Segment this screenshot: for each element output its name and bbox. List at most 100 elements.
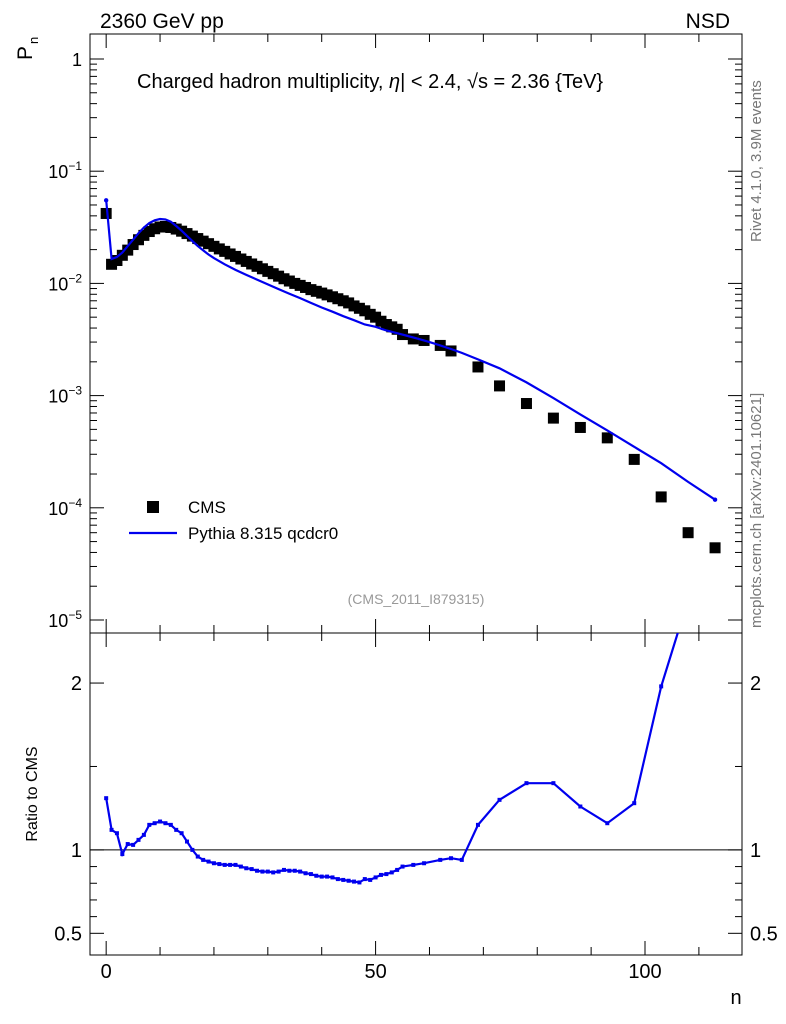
ratio-ytick-label-left: 0.5 (54, 923, 82, 945)
ratio-point (378, 872, 383, 877)
ratio-point (131, 842, 136, 847)
ratio-point (411, 862, 416, 867)
ratio-point (228, 862, 233, 867)
ratio-point (271, 870, 276, 875)
ratio-point (184, 839, 189, 844)
ratio-point (319, 874, 324, 879)
cms-data-point (547, 412, 559, 424)
cms-data-point (445, 345, 457, 357)
ratio-point (686, 598, 690, 602)
title-cut: | < 2.4, (400, 71, 467, 93)
ratio-point (104, 796, 109, 801)
main-axis-ticks (90, 34, 742, 633)
ratio-point (255, 868, 260, 873)
legend-cms-label: CMS (188, 498, 226, 517)
pythia-point (712, 497, 718, 502)
ratio-tick-labels: 0.5 0.5 1 1 2 2 (54, 673, 778, 945)
ratio-point (325, 874, 330, 879)
ratio-point (292, 868, 297, 873)
ratio-point (244, 866, 249, 871)
cms-data-point (628, 453, 640, 465)
ratio-point (168, 822, 173, 827)
ratio-point (389, 870, 394, 875)
ratio-point (195, 854, 200, 859)
ratio-point (357, 880, 362, 885)
ratio-point (260, 869, 265, 874)
ratio-point (233, 862, 238, 867)
ratio-point (109, 827, 114, 832)
ratio-point (400, 864, 405, 869)
ratio-ylabel: Ratio to CMS (24, 746, 41, 841)
ratio-ytick-label-left: 2 (71, 673, 82, 695)
ratio-point (163, 821, 168, 826)
ratio-point (497, 797, 502, 802)
ratio-point (314, 873, 319, 878)
ratio-point (659, 684, 664, 689)
ratio-point (147, 822, 152, 827)
header-right: NSD (686, 10, 730, 33)
ratio-point (125, 842, 130, 847)
cms-data-point (520, 398, 532, 410)
ratio-point (335, 877, 340, 882)
x-tick-label: 0 (101, 961, 112, 983)
ratio-point (211, 861, 216, 866)
x-tick-labels: 0 50 100 (101, 961, 662, 983)
legend: CMS Pythia 8.315 qcdcr0 (129, 498, 338, 543)
ratio-point (524, 781, 529, 786)
legend-cms-marker (147, 501, 159, 513)
cms-data-point (100, 207, 112, 219)
cms-data-point (494, 380, 506, 392)
ratio-axis-ticks (90, 633, 742, 955)
ratio-line (105, 633, 679, 884)
ratio-point (249, 867, 254, 872)
ratio-series-layer (104, 598, 690, 885)
rivet-label: Rivet 4.1.0, 3.9M events (748, 80, 765, 242)
ratio-point (551, 781, 556, 786)
x-axis-label: n (730, 987, 741, 1009)
ytick-label-0: 1 (72, 50, 82, 70)
ytick-label-5: 10−5 (48, 608, 82, 631)
ratio-point (114, 831, 119, 836)
ratio-point (395, 867, 400, 872)
cms-data-point (472, 361, 484, 373)
x-tick-label: 50 (364, 961, 386, 983)
x-tick-label: 100 (628, 961, 661, 983)
main-series-layer (100, 198, 721, 554)
cms-data-point (574, 421, 586, 433)
ratio-point (136, 837, 141, 842)
ratio-point (373, 875, 378, 880)
ratio-point (578, 804, 583, 809)
ratio-point (438, 857, 443, 862)
plot-title: Charged hadron multiplicity, η| < 2.4, √… (137, 71, 603, 93)
ratio-point (281, 867, 286, 872)
ratio-point (303, 871, 308, 876)
title-main: Charged hadron multiplicity, (137, 71, 389, 93)
analysis-id: (CMS_2011_I879315) (348, 591, 485, 607)
cms-data-point (407, 333, 419, 345)
ratio-point (449, 856, 454, 861)
ratio-point (368, 877, 373, 882)
ratio-point (346, 878, 351, 883)
main-y-tick-labels: 1 10−1 10−2 10−3 10−4 10−5 (48, 50, 82, 631)
cms-data-point (122, 244, 134, 256)
ratio-point (459, 857, 464, 862)
ratio-point (475, 822, 480, 827)
ytick-label-1: 10−1 (48, 159, 82, 182)
ratio-ytick-label-right: 2 (750, 673, 761, 695)
ratio-point (352, 879, 357, 884)
main-ylabel: Pn (14, 37, 41, 60)
ratio-panel-frame (89, 632, 743, 956)
ratio-point (632, 801, 637, 806)
ratio-point (362, 877, 367, 882)
ratio-point (158, 819, 163, 824)
ratio-point (222, 862, 227, 867)
pythia-line (105, 200, 716, 501)
ratio-ytick-label-left: 1 (71, 840, 82, 862)
ytick-label-3: 10−3 (48, 384, 82, 407)
cms-data-point (682, 527, 694, 539)
cms-data-point (601, 432, 613, 444)
ratio-point (298, 869, 303, 874)
ratio-point (206, 859, 211, 864)
title-sqrt: √s (467, 71, 488, 93)
